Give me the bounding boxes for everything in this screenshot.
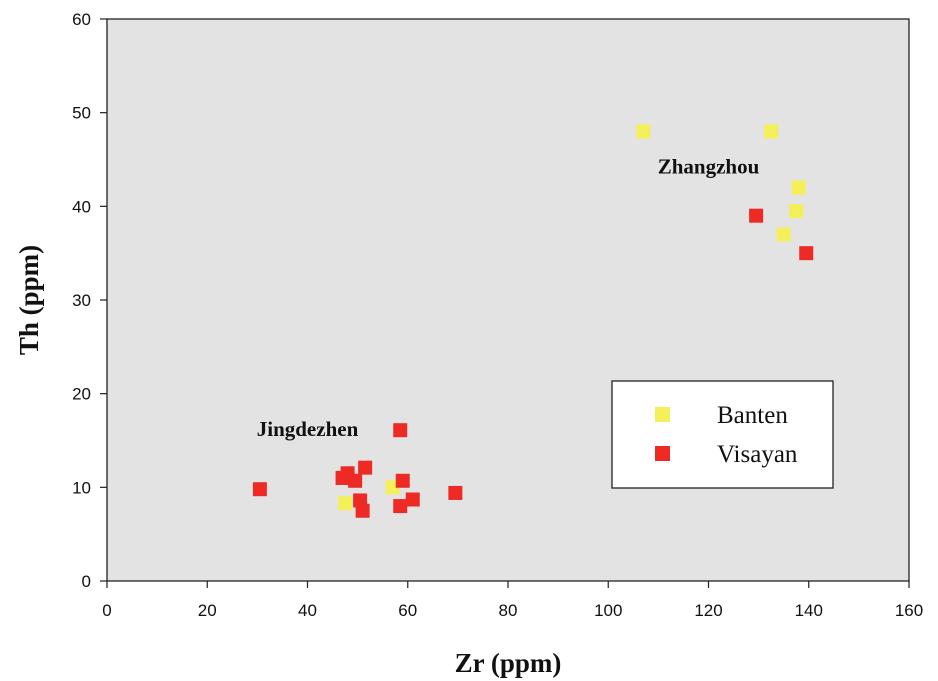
point-visayan — [393, 423, 408, 438]
point-banten — [338, 496, 353, 511]
y-tick-label: 20 — [72, 385, 91, 404]
y-tick-label: 60 — [72, 10, 91, 29]
point-banten — [764, 124, 779, 139]
x-axis-title: Zr (ppm) — [455, 648, 562, 678]
x-tick-label: 100 — [594, 601, 622, 620]
legend-items: Banten Visayan — [655, 402, 798, 468]
legend-box — [611, 380, 834, 489]
x-tick-label: 120 — [694, 601, 722, 620]
point-visayan — [393, 499, 408, 514]
point-visayan — [358, 460, 373, 475]
plot-area — [106, 18, 910, 582]
annotations: Jingdezhen Zhangzhou — [257, 155, 760, 441]
point-visayan — [348, 473, 363, 488]
point-banten — [776, 227, 791, 242]
y-tick-label: 30 — [72, 291, 91, 310]
point-visayan — [799, 246, 814, 261]
y-tick-label: 0 — [82, 572, 91, 591]
x-tick-label: 0 — [102, 601, 111, 620]
point-banten — [791, 180, 806, 195]
y-tick-label: 50 — [72, 104, 91, 123]
y-tick-label: 40 — [72, 197, 91, 216]
legend-label: Banten — [717, 402, 788, 429]
x-tick-label: 140 — [795, 601, 823, 620]
point-visayan — [448, 485, 463, 500]
axis-ticks: 0 20 40 60 80 100 120 140 160 0 10 20 30 40 50 60 — [72, 10, 923, 620]
legend-marker-banten — [655, 407, 670, 422]
annotation-label: Jingdezhen — [257, 417, 359, 441]
y-tick-label: 10 — [72, 478, 91, 497]
x-tick-label: 160 — [895, 601, 923, 620]
legend-label: Visayan — [717, 441, 798, 468]
y-axis-title: Th (ppm) — [14, 245, 44, 355]
point-visayan — [252, 482, 267, 497]
point-banten — [789, 204, 804, 219]
x-tick-label: 40 — [298, 601, 317, 620]
point-banten — [636, 124, 651, 139]
data-points — [252, 124, 814, 518]
annotation-label: Zhangzhou — [658, 155, 760, 179]
legend-marker-visayan — [655, 446, 670, 461]
point-visayan — [395, 473, 410, 488]
x-tick-label: 60 — [398, 601, 417, 620]
legend: Banten Visayan — [611, 380, 834, 489]
x-tick-label: 80 — [499, 601, 518, 620]
point-visayan — [749, 208, 764, 223]
point-visayan — [405, 492, 420, 507]
point-visayan — [355, 503, 370, 518]
x-tick-label: 20 — [198, 601, 217, 620]
